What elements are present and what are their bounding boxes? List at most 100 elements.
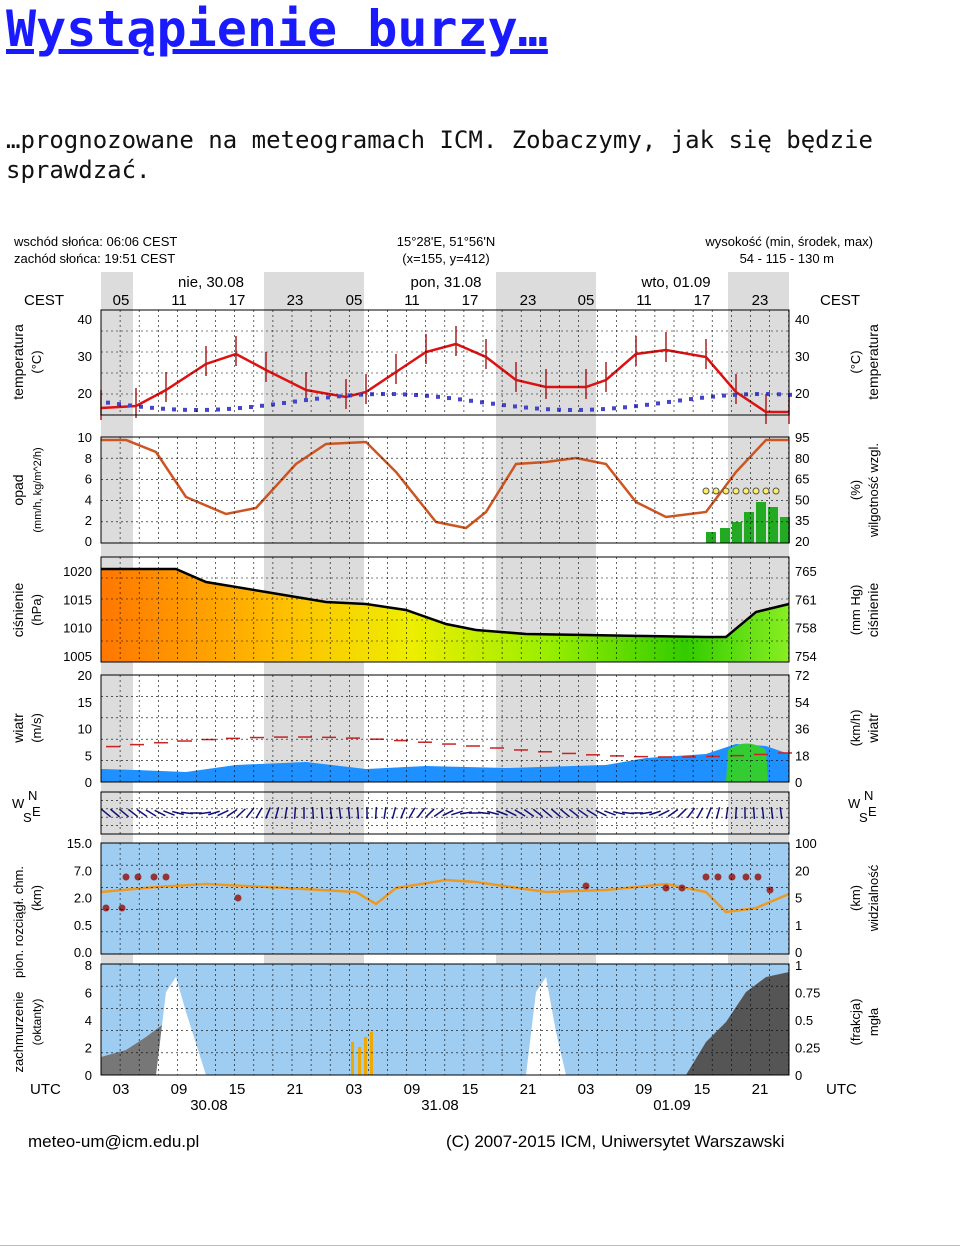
hour-label-utc: 03: [113, 1081, 130, 1098]
dewpoint-dot: [700, 395, 704, 400]
dewpoint-dot: [612, 406, 616, 411]
axis-tick: 54: [795, 695, 809, 710]
dewpoint-dot: [161, 406, 165, 411]
precip-dot: [662, 884, 670, 892]
hour-label-utc: 09: [171, 1081, 188, 1098]
wind-arrow: [136, 808, 148, 818]
axis-tick: 7.0: [74, 863, 92, 878]
tz-top-left: CEST: [24, 292, 64, 309]
precip-bar: [768, 507, 778, 543]
hour-label-utc: 21: [520, 1081, 537, 1098]
dewpoint-dot: [502, 403, 506, 408]
dewpoint-dot: [139, 404, 143, 409]
date-label: 01.09: [653, 1097, 691, 1114]
axis-tick: 20: [795, 386, 809, 401]
compass-right: W N S E: [848, 788, 877, 825]
axis-tick: 8: [85, 451, 92, 466]
precip-dot: [728, 873, 736, 881]
dewpoint-dot: [348, 393, 352, 398]
axis-tick: 1015: [63, 592, 92, 607]
axis-tick: 15.0: [67, 836, 92, 851]
night-band: [101, 272, 133, 1075]
dewpoint-dot: [403, 392, 407, 397]
side-title: ciśnienie: [10, 583, 26, 638]
wind-arrow: [245, 807, 255, 819]
meteogram-image: wschód słońca: 06:06 CEST zachód słońca:…: [6, 232, 886, 1158]
side-title: wiatr: [10, 713, 26, 744]
hour-label-utc: 09: [404, 1081, 421, 1098]
dewpoint-dot: [557, 407, 561, 412]
side-title: widzialność: [866, 864, 881, 932]
thunder-dot: [772, 487, 780, 495]
dewpoint-dot: [117, 402, 121, 407]
axis-tick: 30: [795, 349, 809, 364]
axis-tick: 1: [795, 958, 802, 973]
dewpoint-dot: [788, 392, 792, 397]
dewpoint-dot: [238, 406, 242, 411]
side-title: ciśnienie: [865, 583, 881, 638]
wind-arrow: [226, 808, 238, 818]
wind-arrow: [568, 808, 580, 818]
axis-tick: 20: [78, 386, 92, 401]
dewpoint-dot: [667, 399, 671, 404]
svg-text:E: E: [32, 804, 41, 819]
thunder-dot: [752, 487, 760, 495]
dewpoint-dot: [260, 403, 264, 408]
wind-arrow: [400, 807, 406, 819]
wind-arrow: [109, 808, 121, 818]
wind-arrow: [686, 807, 696, 819]
precip-panel: [100, 436, 790, 544]
cloudbase-line: [100, 878, 790, 914]
axis-tick: 761: [795, 592, 817, 607]
wind-arrow: [255, 807, 263, 819]
axis-tick: 0: [85, 775, 92, 790]
cloud-storm: [686, 972, 789, 1075]
wind-arrow: [639, 811, 653, 815]
hour-label-utc: 03: [346, 1081, 363, 1098]
axis-tick: 100: [795, 836, 817, 851]
axis-tick: 0.0: [74, 945, 92, 960]
hour-label-cest: 23: [287, 292, 304, 309]
precip-bar: [706, 532, 716, 543]
precip-dot: [234, 894, 242, 902]
height-label: wysokość (min, środek, max): [704, 234, 873, 249]
dewpoint-dot: [590, 407, 594, 412]
hour-label-utc: 21: [287, 1081, 304, 1098]
post-title[interactable]: Wystąpienie burzy…: [6, 0, 548, 58]
hour-label-cest: 23: [520, 292, 537, 309]
wind-arrow: [154, 809, 166, 817]
wind-arrow: [604, 810, 616, 816]
axis-tick: 0.75: [795, 986, 820, 1001]
axis-tick: 36: [795, 722, 809, 737]
side-title: temperatura: [10, 324, 26, 400]
svg-text:E: E: [868, 804, 877, 819]
dewpoint-dot: [205, 407, 209, 412]
dewpoint-dot: [227, 406, 231, 411]
cloud-high: [526, 977, 566, 1075]
axis-tick: 0.25: [795, 1041, 820, 1056]
wind-arrow: [505, 809, 517, 817]
dewpoint-dot: [414, 392, 418, 397]
precip-bar: [780, 517, 790, 543]
dewpoint-dot: [271, 402, 275, 407]
precip-dot: [742, 873, 750, 881]
axis-tick: 754: [795, 649, 817, 664]
tz-bottom-left: UTC: [30, 1081, 61, 1098]
humidity-line: [101, 438, 789, 530]
page-divider: [0, 1245, 960, 1246]
axis-tick: 0: [85, 1068, 92, 1083]
axis-tick: 2: [85, 513, 92, 528]
side-title: temperatura: [865, 324, 881, 400]
side-title: pion. rozciągł. chm.: [11, 866, 26, 978]
thunder-dot: [702, 487, 710, 495]
wind-arrow: [595, 809, 607, 817]
grid-text: (x=155, y=412): [402, 251, 489, 266]
pressure-panel: [100, 556, 790, 663]
axis-tick: 758: [795, 621, 817, 636]
wind-arrow: [198, 811, 212, 815]
dewpoint-dot: [337, 394, 341, 399]
dewpoint-dot: [172, 407, 176, 412]
dewpoint-dot: [491, 401, 495, 406]
dewpoint-dot: [568, 407, 572, 412]
dewpoint-dot: [524, 405, 528, 410]
